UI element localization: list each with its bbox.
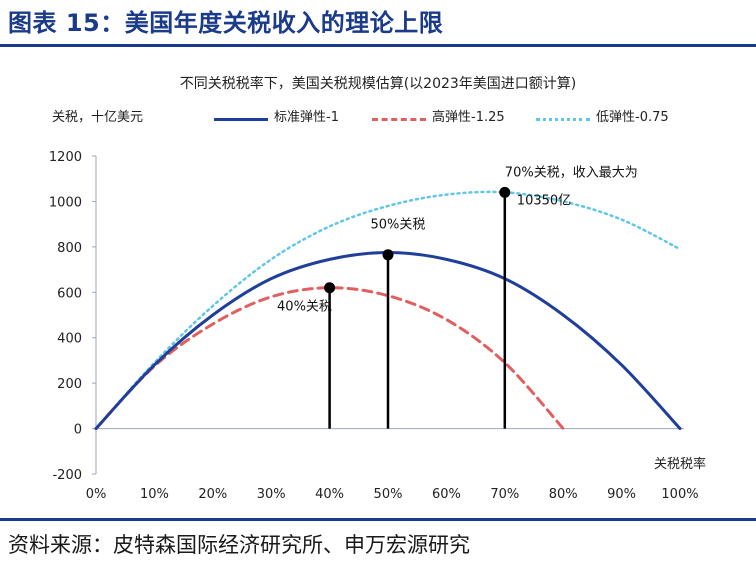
annotation-marker	[382, 249, 394, 261]
x-tick-label: 80%	[549, 487, 578, 502]
x-tick-label: 10%	[140, 487, 169, 502]
footer-rule	[0, 518, 756, 521]
y-tick-label: 1200	[49, 150, 82, 165]
annotation-label: 40%关税	[277, 299, 332, 314]
legend-label-high: 高弹性-1.25	[432, 110, 505, 125]
legend-label-standard: 标准弹性-1	[274, 110, 339, 125]
series-line-high	[94, 286, 565, 431]
heading-rule	[0, 44, 756, 47]
annotation-marker	[499, 186, 511, 198]
legend-swatch-low	[536, 118, 590, 121]
source-note: 资料来源：皮特森国际经济研究所、申万宏源研究	[8, 533, 470, 557]
x-tick-label: 70%	[490, 487, 519, 502]
y-tick-label: 0	[74, 423, 82, 438]
legend-swatch-standard	[214, 118, 268, 121]
y-tick-label: 800	[57, 241, 82, 256]
legend-swatch-high	[372, 118, 426, 121]
annotation-marker	[324, 282, 336, 294]
y-tick-label: 200	[57, 377, 82, 392]
chart-title: 不同关税税率下，美国关税规模估算(以2023年美国进口额计算)	[180, 75, 577, 92]
x-tick-label: 0%	[86, 487, 107, 502]
tariff-revenue-chart: 不同关税税率下，美国关税规模估算(以2023年美国进口额计算) 1200 1000…	[49, 75, 706, 502]
legend-label-low: 低弹性-0.75	[596, 110, 669, 125]
annotation-label: 50%关税	[370, 218, 425, 233]
x-tick-label: 20%	[198, 487, 227, 502]
figure-heading: 图表 15：美国年度关税收入的理论上限	[8, 9, 444, 37]
series-line-low	[94, 190, 682, 430]
x-tick-label: 40%	[315, 487, 344, 502]
y-axis-label: 关税，十亿美元	[52, 110, 144, 125]
x-tick-label: 30%	[257, 487, 286, 502]
annotation-label-line2: 10350亿	[517, 193, 571, 208]
x-tick-label: 60%	[432, 487, 461, 502]
annotation-label: 70%关税，收入最大为	[505, 165, 638, 180]
x-tick-label: 50%	[374, 487, 403, 502]
y-tick-label: 600	[57, 286, 82, 301]
y-tick-label: 400	[57, 332, 82, 347]
x-tick-label: 100%	[661, 487, 698, 502]
legend: 关税，十亿美元 标准弹性-1 高弹性-1.25 低弹性-0.75	[0, 108, 756, 132]
x-axis-label: 关税税率	[654, 456, 706, 472]
x-tick-label: 90%	[607, 487, 636, 502]
y-tick-label: -200	[52, 468, 82, 483]
y-tick-label: 1000	[49, 195, 82, 210]
